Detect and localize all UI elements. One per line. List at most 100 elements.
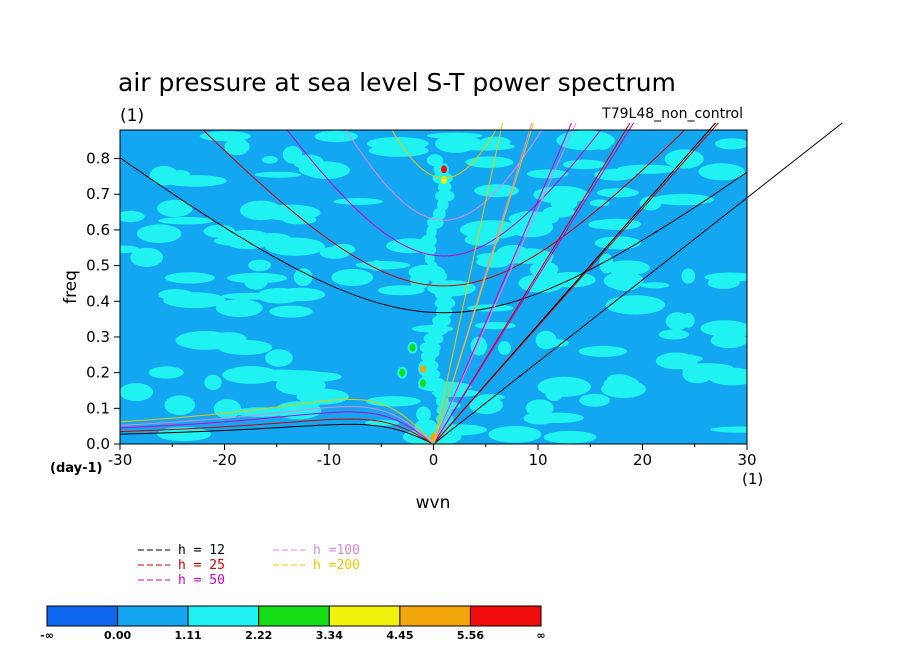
contour-patch [215, 299, 263, 318]
contour-patch [157, 427, 211, 442]
hotspot [420, 379, 427, 388]
gravity-curve [120, 157, 747, 314]
gravity-curve [391, 130, 497, 179]
contour-patch [604, 260, 651, 276]
contour-patch [601, 380, 646, 398]
contour-patch [424, 252, 435, 265]
contour-patch [465, 156, 514, 168]
colorbar-label: 2.22 [245, 629, 272, 642]
x-tick-label: -30 [108, 451, 133, 469]
contour-patch [296, 388, 349, 405]
contour-patch [608, 273, 642, 291]
x-axis: -30 -20 -10 0 10 20 30 [108, 444, 757, 469]
contour-patch [254, 369, 306, 377]
contour-patch [542, 339, 569, 348]
contour-patch [275, 287, 326, 302]
colorbar-label: 4.45 [386, 629, 413, 642]
gravity-curve [345, 130, 543, 221]
contour-patch [149, 165, 179, 186]
contour-patch [120, 383, 153, 402]
contour-patch [488, 426, 542, 443]
colorbar-swatch [328, 605, 401, 627]
contour-patch [319, 246, 351, 259]
colorbar-swatch [117, 605, 189, 627]
hotspot [399, 368, 406, 377]
rossby-curve [119, 398, 434, 445]
contour-patch [562, 159, 606, 170]
colorbar-swatch [258, 605, 330, 627]
contour-patch [420, 234, 437, 247]
contour-patch [498, 341, 511, 355]
contour-patch [158, 289, 194, 301]
contour-patch [221, 292, 282, 300]
contour-patch [639, 196, 662, 211]
contour-patch [120, 210, 145, 223]
gravity-curve [286, 130, 602, 257]
colorbar-label: 0.00 [104, 629, 131, 642]
kelvin-curve [433, 122, 843, 445]
rossby-curve [119, 405, 434, 445]
colorbar-label: 1.11 [175, 629, 202, 642]
contour-patch [195, 293, 224, 307]
y-tick-label: 0.7 [86, 185, 110, 203]
contour-patch [426, 270, 448, 283]
contour-patch [420, 350, 436, 363]
x-tick-label: -20 [212, 451, 237, 469]
legend-label: h =100 [313, 543, 360, 558]
contour-patch [419, 341, 441, 354]
legend-label: h = 50 [178, 573, 225, 588]
contour-patch [175, 331, 235, 350]
kelvin-curve [433, 122, 535, 445]
contour-patch [331, 269, 374, 286]
contour-patch [532, 412, 584, 423]
y-tick-label: 0.3 [86, 328, 110, 346]
chart-subtitle-right: T79L48_non_control [601, 106, 743, 122]
x-unit-label: (1) [742, 470, 763, 488]
colorbar-swatch [46, 605, 119, 627]
colorbar-label: -∞ [40, 629, 54, 642]
y-tick-label: 0.6 [86, 221, 110, 239]
contour-patch [543, 430, 597, 444]
contour-patch [655, 352, 697, 370]
contour-patch [416, 406, 431, 423]
contour-patch [605, 295, 666, 315]
y-tick-label: 0.5 [86, 257, 110, 275]
mrg-curve [433, 122, 572, 445]
y-axis: 0.0 0.1 0.2 0.3 0.4 0.5 0.6 0.7 0.8 [86, 150, 120, 453]
x-axis-label: wvn [416, 493, 451, 513]
contour-patch [365, 419, 400, 427]
contour-patch [366, 137, 429, 151]
contour-patch [452, 136, 482, 148]
rossby-curve [119, 423, 434, 445]
contour-patch [526, 169, 569, 179]
kelvin-curve [433, 122, 577, 445]
contour-patch [545, 386, 564, 402]
contour-patch [550, 195, 578, 211]
colorbar-swatch [187, 605, 260, 627]
contour-patch [136, 224, 182, 243]
colorbar-label: ∞ [536, 629, 545, 642]
contour-patch [282, 146, 303, 164]
rossby-curve [119, 411, 434, 445]
contour-patch [529, 261, 559, 278]
contour-patch [148, 366, 184, 379]
contour-patch [698, 163, 745, 181]
dispersion-curves [119, 122, 843, 445]
mrg-curve [433, 122, 503, 445]
contour-patch [433, 386, 444, 399]
contour-patch [261, 155, 278, 164]
x-tick-label: 0 [429, 451, 439, 469]
kelvin-curve [433, 122, 635, 445]
colorbar-label: 3.34 [316, 629, 343, 642]
contour-patch [203, 224, 236, 238]
contour-patch [199, 131, 251, 142]
contour-patch [616, 164, 677, 174]
contour-patch [433, 207, 446, 220]
gravity-curve [202, 130, 686, 287]
contour-patch [435, 306, 453, 318]
colorbar-swatch [399, 605, 471, 627]
y-tick-label: 0.1 [86, 399, 110, 417]
contour-patch [589, 199, 610, 207]
